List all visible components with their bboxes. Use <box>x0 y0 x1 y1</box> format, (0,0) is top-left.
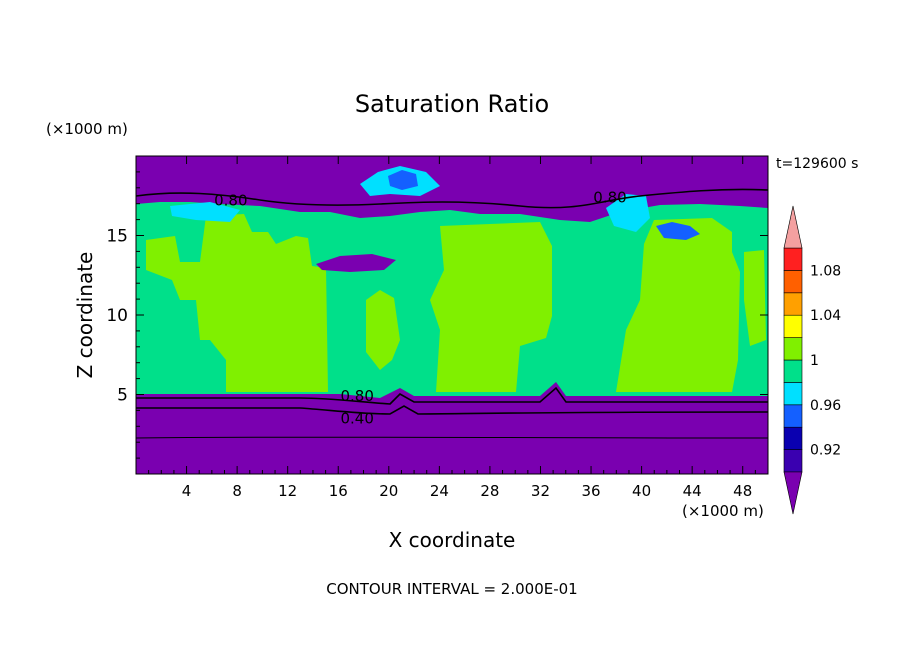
saturated-plateau-region <box>366 290 400 370</box>
colorbar-swatch <box>783 247 803 271</box>
x-tick-label: 40 <box>632 482 651 500</box>
contour-line <box>136 436 768 439</box>
contour-lines <box>136 188 768 439</box>
y-tick-label: 10 <box>106 306 128 326</box>
x-tick-label: 28 <box>480 482 499 500</box>
x-tick-label: 44 <box>683 482 702 500</box>
y-tick-label: 5 <box>117 386 128 406</box>
y-tick-label: 15 <box>106 227 128 247</box>
lower-dry-region <box>136 382 768 474</box>
colorbar-swatch <box>783 292 803 316</box>
contour-label: 0.40 <box>340 409 373 427</box>
y-axis-label: Z coordinate <box>73 252 97 379</box>
colorbar-swatch <box>783 449 803 473</box>
colorbar-swatch <box>783 270 803 294</box>
x-axis-label: X coordinate <box>389 528 516 552</box>
x-tick-label: 16 <box>329 482 348 500</box>
contour-label: 0.80 <box>593 188 626 206</box>
x-unit-label: (×1000 m) <box>682 502 764 520</box>
dry-lens-region <box>316 254 396 272</box>
colorbar-under-triangle <box>783 471 803 515</box>
y-unit-label: (×1000 m) <box>46 120 128 138</box>
dense-cloud-region <box>388 170 418 190</box>
colorbar-label: 1 <box>810 353 819 369</box>
colorbar-swatch <box>783 382 803 406</box>
time-label: t=129600 s <box>776 156 858 172</box>
contour-line <box>136 405 768 415</box>
y-axis-ticks: 5 10 15 <box>106 171 768 459</box>
x-axis-ticks: 4 8 12 16 20 24 28 32 36 40 44 48 <box>148 156 756 500</box>
chart-title: Saturation Ratio <box>355 90 549 118</box>
x-tick-label: 24 <box>430 482 449 500</box>
x-tick-label: 8 <box>232 482 242 500</box>
x-tick-label: 20 <box>379 482 398 500</box>
colorbar: 0.92 0.96 1 1.04 1.08 <box>783 205 841 515</box>
contour-label: 0.80 <box>214 192 247 210</box>
colorbar-label: 1.04 <box>810 308 841 324</box>
colorbar-swatch <box>783 337 803 361</box>
colorbar-label: 1.08 <box>810 263 841 279</box>
contour-interval-footer: CONTOUR INTERVAL = 2.000E-01 <box>326 580 577 598</box>
colorbar-label: 0.96 <box>810 398 841 414</box>
colorbar-swatch <box>783 426 803 450</box>
x-tick-label: 4 <box>182 482 192 500</box>
x-tick-label: 32 <box>531 482 550 500</box>
saturated-plateau-region <box>744 250 766 346</box>
colorbar-over-triangle <box>783 205 803 249</box>
colorbar-swatch <box>783 404 803 428</box>
colorbar-swatch <box>783 359 803 383</box>
saturated-plateau-region <box>146 214 328 392</box>
contour-line <box>136 386 768 405</box>
contour-label: 0.80 <box>340 387 373 405</box>
saturated-plateau-region <box>616 218 740 392</box>
x-tick-label: 36 <box>581 482 600 500</box>
contour-labels: 0.80 0.80 0.80 0.40 <box>214 188 627 427</box>
x-tick-label: 48 <box>733 482 752 500</box>
contour-line <box>136 188 768 209</box>
colorbar-swatch <box>783 314 803 338</box>
x-tick-label: 12 <box>278 482 297 500</box>
dense-cloud-region <box>656 222 700 240</box>
contour-plot-area <box>136 156 768 474</box>
cloud-region <box>170 202 240 222</box>
saturated-plateau-region <box>430 222 552 392</box>
cloud-region <box>606 194 650 232</box>
colorbar-label: 0.92 <box>810 443 841 459</box>
